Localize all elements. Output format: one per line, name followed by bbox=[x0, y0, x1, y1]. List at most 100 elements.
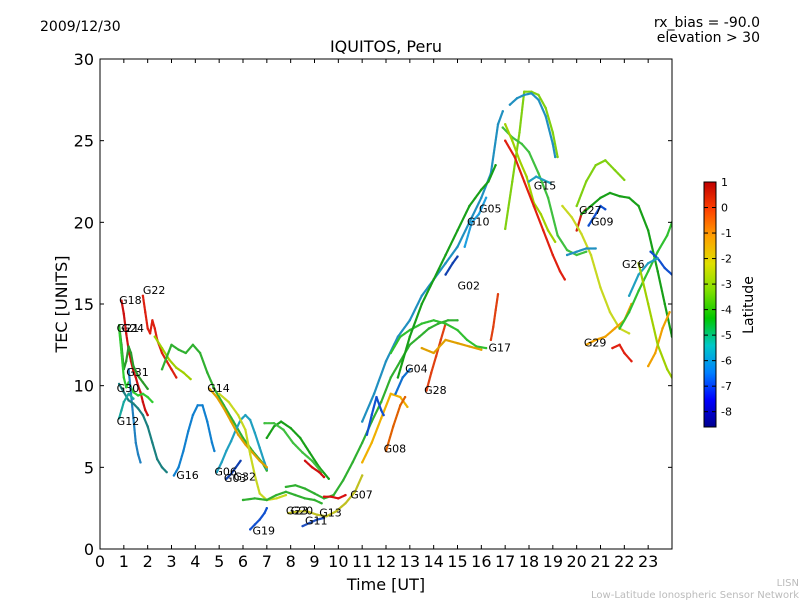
data-point bbox=[468, 345, 471, 348]
data-point bbox=[408, 328, 411, 332]
data-point bbox=[196, 404, 199, 407]
data-point bbox=[213, 449, 216, 453]
data-point bbox=[151, 400, 154, 404]
data-point bbox=[389, 351, 392, 355]
data-point bbox=[537, 172, 540, 175]
x-tick-label: 20 bbox=[566, 552, 586, 571]
data-point bbox=[396, 335, 400, 338]
plot-area bbox=[100, 59, 672, 549]
data-point bbox=[303, 497, 307, 500]
data-point bbox=[191, 343, 195, 346]
y-axis-label: TEC [UNITS] bbox=[52, 256, 71, 354]
series-G07b bbox=[322, 494, 347, 500]
data-point bbox=[244, 443, 247, 446]
date-label: 2009/12/30 bbox=[40, 19, 121, 35]
data-point bbox=[253, 497, 257, 500]
data-point bbox=[213, 387, 216, 391]
data-point bbox=[525, 175, 528, 178]
data-point bbox=[613, 327, 616, 330]
data-point bbox=[444, 273, 447, 276]
colorbar-ticks: 1 0 -1 -2 -3 -4 -5 -6 -7 -8 bbox=[704, 176, 732, 419]
x-tick-label: 19 bbox=[543, 552, 563, 571]
series-G26d bbox=[647, 311, 671, 368]
data-point bbox=[303, 487, 307, 490]
data-point bbox=[151, 319, 154, 322]
data-point bbox=[263, 461, 266, 464]
data-point bbox=[456, 245, 459, 248]
sat-label-G31: G31 bbox=[126, 366, 149, 379]
data-point bbox=[647, 270, 650, 273]
data-point bbox=[127, 399, 130, 402]
data-point bbox=[575, 250, 578, 253]
data-point bbox=[654, 351, 657, 355]
data-point bbox=[249, 528, 252, 531]
data-point bbox=[384, 360, 388, 363]
series-G16 bbox=[172, 404, 216, 477]
data-point bbox=[206, 371, 209, 374]
data-point bbox=[237, 433, 240, 436]
data-point bbox=[380, 417, 383, 420]
data-point bbox=[258, 446, 261, 449]
data-point bbox=[334, 510, 338, 513]
sat-label-G21: G21 bbox=[117, 322, 140, 335]
data-point bbox=[420, 302, 423, 306]
data-point bbox=[518, 131, 521, 134]
data-point bbox=[594, 338, 597, 342]
data-point bbox=[177, 466, 180, 469]
x-tick-label: 2 bbox=[143, 552, 153, 571]
sat-label-G13: G13 bbox=[319, 506, 342, 519]
data-point bbox=[282, 428, 285, 431]
data-point bbox=[146, 387, 149, 391]
data-point bbox=[627, 311, 631, 314]
data-point bbox=[265, 466, 268, 469]
series-G26c bbox=[627, 257, 659, 297]
data-point bbox=[663, 302, 666, 306]
data-point bbox=[425, 389, 428, 392]
data-point bbox=[523, 180, 526, 183]
data-point bbox=[618, 343, 621, 346]
data-point bbox=[229, 420, 233, 423]
data-point bbox=[132, 364, 135, 368]
sat-label-G27: G27 bbox=[579, 204, 602, 217]
data-point bbox=[263, 422, 266, 425]
data-point bbox=[232, 420, 235, 423]
data-point bbox=[549, 181, 552, 185]
data-point bbox=[370, 413, 373, 417]
series-G17 bbox=[489, 293, 500, 341]
x-tick-label: 5 bbox=[214, 552, 224, 571]
series-G09 bbox=[587, 204, 607, 227]
data-point bbox=[141, 400, 145, 404]
data-point bbox=[120, 351, 123, 355]
data-point bbox=[279, 420, 283, 423]
data-point bbox=[444, 338, 447, 342]
data-point bbox=[117, 324, 121, 327]
data-point bbox=[554, 155, 557, 159]
data-point bbox=[353, 490, 357, 493]
data-point bbox=[618, 327, 621, 330]
data-point bbox=[444, 262, 447, 265]
data-point bbox=[361, 461, 364, 464]
data-point bbox=[215, 471, 218, 474]
colorbar-tick-label: 0 bbox=[721, 202, 728, 215]
data-point bbox=[289, 426, 292, 430]
data-point bbox=[117, 327, 121, 330]
data-point bbox=[437, 322, 440, 325]
data-point bbox=[384, 449, 388, 453]
data-point bbox=[370, 441, 373, 444]
data-point bbox=[220, 461, 223, 464]
data-point bbox=[408, 343, 411, 346]
x-tick-label: 4 bbox=[190, 552, 200, 571]
data-point bbox=[647, 364, 650, 368]
data-point bbox=[125, 332, 128, 335]
data-point bbox=[511, 180, 514, 183]
data-point bbox=[518, 159, 521, 162]
data-point bbox=[284, 493, 288, 497]
data-point bbox=[599, 204, 602, 208]
series-G03 bbox=[225, 459, 242, 480]
data-point bbox=[623, 351, 626, 355]
data-point bbox=[313, 498, 316, 502]
data-point bbox=[487, 180, 490, 183]
data-point bbox=[599, 196, 602, 199]
data-point bbox=[229, 472, 233, 476]
data-point bbox=[287, 511, 290, 515]
